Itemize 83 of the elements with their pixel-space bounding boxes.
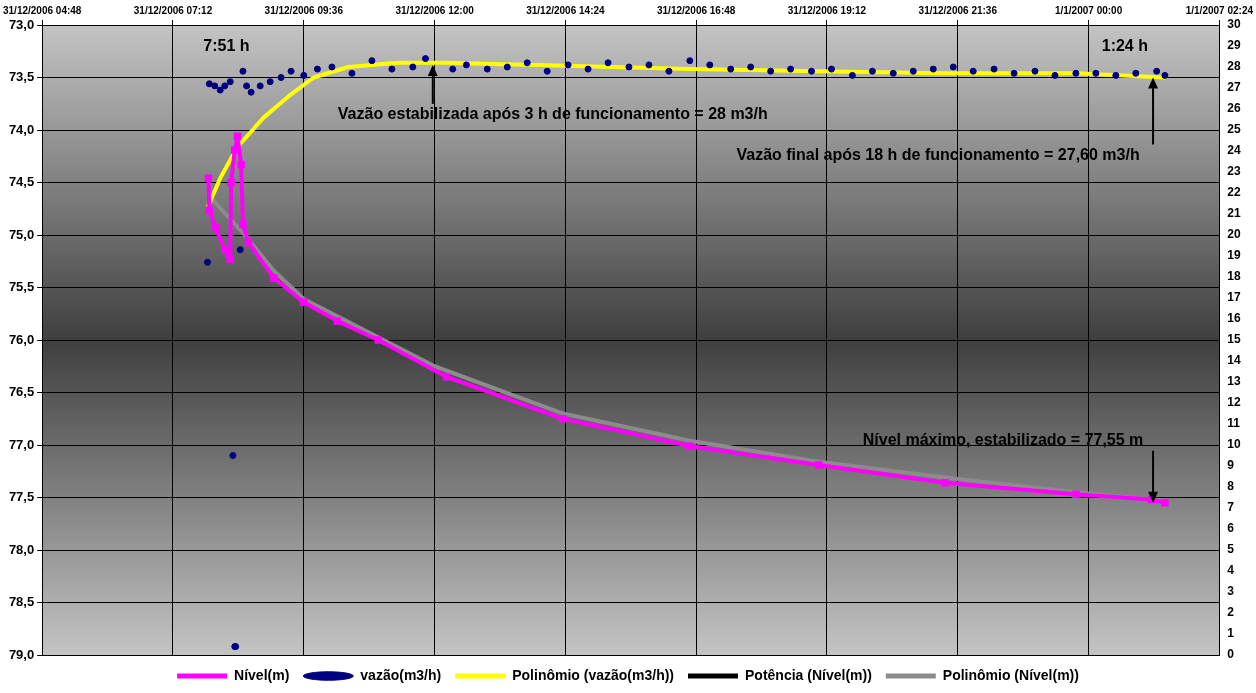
point	[221, 245, 229, 254]
y2-tick-label: 19	[1227, 248, 1242, 263]
y-tick-label: 76,0	[8, 331, 35, 347]
point	[1161, 498, 1169, 507]
point	[230, 146, 239, 154]
point	[211, 223, 220, 232]
x-tick-label: 31/12/2006 21:36	[918, 4, 998, 16]
y2-tick-label: 20	[1227, 227, 1242, 242]
y2-tick-label: 1	[1227, 626, 1235, 641]
y-tick-label: 73,0	[8, 16, 35, 32]
y2-tick-label: 23	[1227, 164, 1242, 179]
x-tick-label: 31/12/2006 19:12	[787, 4, 867, 16]
y2-tick-label: 27	[1227, 80, 1242, 95]
point	[558, 414, 567, 423]
point	[1072, 490, 1080, 499]
y2-tick-label: 16	[1227, 311, 1242, 326]
y2-tick-label: 14	[1227, 353, 1242, 368]
y2-tick-label: 3	[1227, 584, 1235, 599]
y-tick-label: 73,5	[8, 69, 35, 85]
x-tick-label: 31/12/2006 07:12	[133, 4, 213, 16]
point	[270, 274, 278, 282]
y2-tick-label: 30	[1227, 17, 1242, 32]
point	[205, 207, 214, 215]
x-tick-label: 31/12/2006 12:00	[395, 4, 475, 16]
y2-tick-label: 24	[1227, 143, 1242, 158]
y2-tick-label: 28	[1227, 59, 1242, 74]
point	[374, 336, 383, 344]
x-tick-label: 31/12/2006 09:36	[264, 4, 344, 16]
y2-tick-label: 5	[1227, 542, 1235, 557]
y2-tick-label: 17	[1227, 290, 1242, 305]
y-tick-label: 75,5	[8, 279, 35, 295]
point	[239, 220, 247, 229]
y-tick-label: 77,5	[8, 489, 35, 505]
point	[233, 132, 242, 141]
y2-tick-label: 2	[1227, 605, 1235, 620]
point	[227, 178, 235, 187]
x-tick-label: 31/12/2006 04:48	[3, 4, 82, 16]
point	[204, 174, 213, 183]
legend-label: vazão(m3/h)	[360, 666, 442, 683]
y2-tick-label: 26	[1227, 101, 1242, 116]
x-tick-label: 1/1/2007 00:00	[1054, 4, 1123, 16]
y2-tick-label: 0	[1227, 647, 1235, 662]
y2-tick-label: 18	[1227, 269, 1242, 284]
annotation: 7:51 h	[203, 37, 250, 55]
y2-tick-label: 8	[1227, 479, 1235, 494]
legend-label: Polinômio (Nível(m))	[942, 666, 1079, 683]
point	[226, 255, 234, 263]
y2-tick-label: 12	[1227, 395, 1242, 410]
y-tick-label: 79,0	[8, 646, 35, 662]
y-tick-label: 77,0	[8, 436, 35, 452]
y2-tick-label: 15	[1227, 332, 1242, 347]
legend-label: Nível(m)	[234, 666, 290, 683]
point	[686, 442, 694, 450]
y-tick-label: 74,0	[8, 121, 35, 137]
y2-tick-label: 11	[1227, 416, 1241, 431]
point	[941, 479, 949, 487]
point	[815, 461, 823, 469]
y2-tick-label: 21	[1227, 206, 1242, 221]
y2-tick-label: 25	[1227, 122, 1242, 137]
point	[442, 372, 451, 381]
y-tick-label: 78,0	[8, 541, 35, 557]
x-tick-label: 1/1/2007 02:24	[1185, 4, 1254, 16]
y2-tick-label: 7	[1227, 500, 1235, 515]
x-tick-label: 31/12/2006 16:48	[656, 4, 736, 16]
x-tick-label: 31/12/2006 14:24	[526, 4, 606, 16]
y2-tick-label: 10	[1227, 437, 1242, 452]
y-tick-label: 75,0	[8, 226, 35, 242]
y2-tick-label: 22	[1227, 185, 1242, 200]
y2-tick-label: 6	[1227, 521, 1235, 536]
y-tick-label: 76,5	[8, 384, 35, 400]
annotation: 1:24 h	[1101, 37, 1148, 55]
point	[333, 317, 342, 325]
y-tick-label: 78,5	[8, 594, 35, 610]
point	[300, 298, 308, 306]
point	[237, 160, 245, 169]
legend-label: Potência (Nível(m))	[745, 666, 872, 683]
point	[244, 238, 253, 247]
y2-tick-label: 29	[1227, 38, 1242, 53]
y-tick-label: 74,5	[8, 174, 35, 190]
y2-tick-label: 4	[1227, 563, 1235, 578]
y2-tick-label: 13	[1227, 374, 1242, 389]
y2-tick-label: 9	[1227, 458, 1235, 473]
legend-label: Polinômio (vazão(m3/h))	[512, 666, 675, 683]
